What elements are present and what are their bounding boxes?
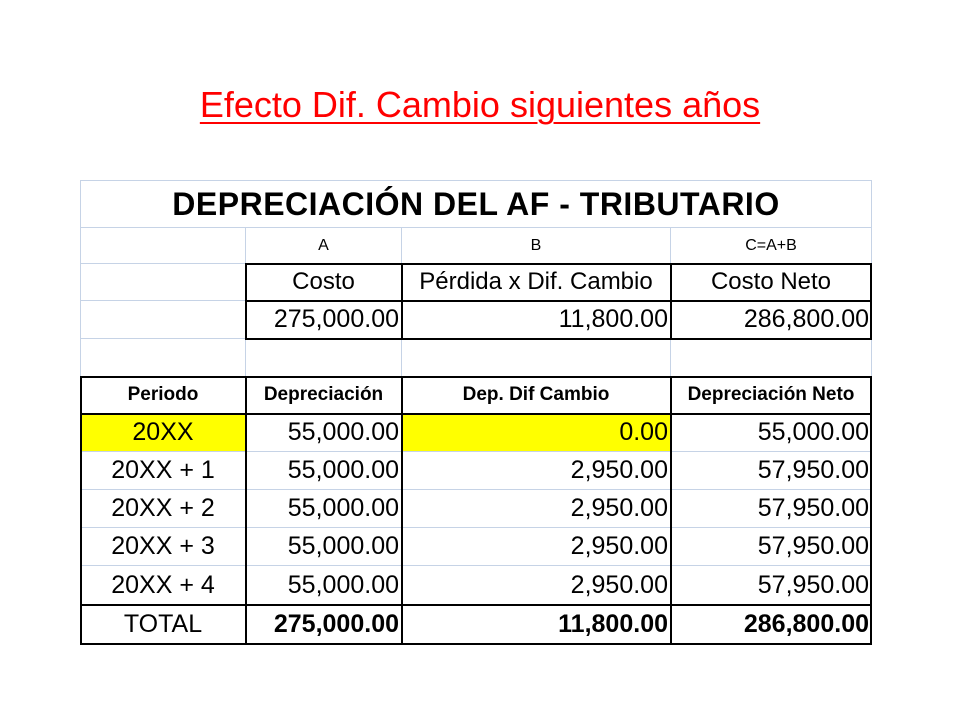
sheet-title: DEPRECIACIÓN DEL AF - TRIBUTARIO (80, 180, 872, 228)
row-depreciacion-neto: 57,950.00 (671, 452, 872, 490)
header-depreciacion-neto: Depreciación Neto (671, 377, 872, 414)
border-line (80, 604, 872, 606)
letter-a: A (246, 228, 402, 264)
border-line (870, 376, 872, 645)
border-line (246, 338, 872, 340)
row-dep-dif-cambio: 2,950.00 (402, 490, 671, 528)
row-dep-dif-cambio: 2,950.00 (402, 566, 671, 605)
border-line (245, 376, 247, 645)
row-depreciacion: 55,000.00 (246, 452, 402, 490)
border-line (80, 643, 872, 645)
row-depreciacion-neto: 57,950.00 (671, 528, 872, 566)
border-line (80, 376, 82, 645)
total-label: TOTAL (80, 605, 246, 645)
row-periodo: 20XX + 2 (80, 490, 246, 528)
spreadsheet: DEPRECIACIÓN DEL AF - TRIBUTARIO A B C=A… (80, 180, 872, 645)
cost-header-costo: Costo (246, 264, 402, 301)
empty-cell (671, 339, 872, 377)
row-depreciacion: 55,000.00 (246, 528, 402, 566)
empty-cell (402, 339, 671, 377)
cost-header-perdida: Pérdida x Dif. Cambio (402, 264, 671, 301)
row-depreciacion: 55,000.00 (246, 566, 402, 605)
row-depreciacion: 55,000.00 (246, 490, 402, 528)
slide-title: Efecto Dif. Cambio siguientes años (199, 84, 761, 125)
border-line (80, 413, 872, 415)
border-line (870, 263, 872, 340)
row-depreciacion-neto: 55,000.00 (671, 414, 872, 452)
header-dep-dif-cambio: Dep. Dif Cambio (402, 377, 671, 414)
row-depreciacion-neto: 57,950.00 (671, 566, 872, 605)
row-periodo: 20XX + 4 (80, 566, 246, 605)
row-periodo: 20XX + 3 (80, 528, 246, 566)
row-depreciacion-neto: 57,950.00 (671, 490, 872, 528)
empty-cell (80, 264, 246, 301)
total-depreciacion-neto: 286,800.00 (671, 605, 872, 645)
header-periodo: Periodo (80, 377, 246, 414)
empty-cell (246, 339, 402, 377)
total-depreciacion: 275,000.00 (246, 605, 402, 645)
row-dep-dif-cambio: 2,950.00 (402, 452, 671, 490)
border-line (246, 263, 872, 265)
border-line (246, 300, 872, 302)
letter-b: B (402, 228, 671, 264)
cost-header-neto: Costo Neto (671, 264, 872, 301)
cost-value-costo: 275,000.00 (246, 301, 402, 339)
empty-cell (80, 301, 246, 339)
border-line (670, 263, 672, 340)
cost-value-neto: 286,800.00 (671, 301, 872, 339)
row-depreciacion: 55,000.00 (246, 414, 402, 452)
cost-value-perdida: 11,800.00 (402, 301, 671, 339)
border-line (401, 263, 403, 340)
letter-c: C=A+B (671, 228, 872, 264)
border-line (401, 376, 403, 645)
border-line (245, 263, 247, 340)
row-dep-dif-cambio: 0.00 (402, 414, 671, 452)
empty-cell (80, 228, 246, 264)
empty-cell (80, 339, 246, 377)
row-periodo: 20XX + 1 (80, 452, 246, 490)
header-depreciacion: Depreciación (246, 377, 402, 414)
total-dep-dif-cambio: 11,800.00 (402, 605, 671, 645)
row-dep-dif-cambio: 2,950.00 (402, 528, 671, 566)
border-line (670, 376, 672, 645)
row-periodo: 20XX (80, 414, 246, 452)
border-line (80, 376, 872, 378)
